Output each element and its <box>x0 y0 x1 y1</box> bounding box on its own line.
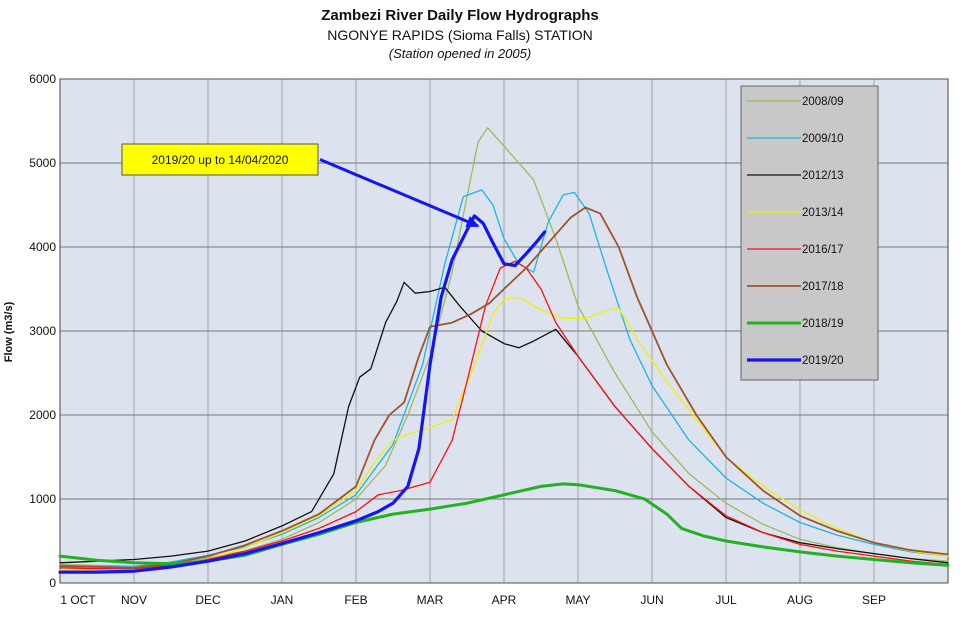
legend-label-2019-20: 2019/20 <box>802 355 844 367</box>
y-tick-label: 5000 <box>29 156 56 170</box>
y-tick-label: 1000 <box>29 492 56 506</box>
y-tick-label: 3000 <box>29 324 56 338</box>
y-axis-label: Flow (m3/s) <box>3 301 15 362</box>
legend-box <box>740 85 879 381</box>
series-line-2017-18 <box>59 206 949 569</box>
legend-label-2017-18: 2017/18 <box>802 281 844 293</box>
annotation-box <box>121 143 319 176</box>
series-group <box>58 127 950 574</box>
x-tick-label: 1 OCT <box>60 593 96 607</box>
x-tick-label: FEB <box>344 593 367 607</box>
x-tick-label: NOV <box>121 593 147 607</box>
x-tick-label: APR <box>492 593 517 607</box>
x-tick-label: JUN <box>640 593 663 607</box>
annotation-text: 2019/20 up to 14/04/2020 <box>152 153 289 167</box>
x-tick-label: JUL <box>715 593 737 607</box>
y-tick-label: 2000 <box>29 408 56 422</box>
legend: 2008/09 2009/10 2012/13 2013/14 2016/17 2017/… <box>740 85 879 381</box>
y-tick-label: 0 <box>49 576 56 590</box>
x-tick-label: SEP <box>862 593 886 607</box>
series-line-2019-20 <box>58 214 547 574</box>
annotation: 2019/20 up to 14/04/2020 <box>121 143 480 228</box>
y-tick-label: 4000 <box>29 240 56 254</box>
legend-label-2008-09: 2008/09 <box>802 96 844 108</box>
x-tick-label: DEC <box>195 593 221 607</box>
chart-title: Zambezi River Daily Flow Hydrographs <box>321 7 599 24</box>
legend-label-2016-17: 2016/17 <box>802 244 844 256</box>
legend-label-2009-10: 2009/10 <box>802 133 844 145</box>
series-line-2013-14 <box>59 296 949 572</box>
series-line-2016-17 <box>59 260 949 570</box>
x-tick-label: AUG <box>787 593 813 607</box>
x-tick-label: MAR <box>417 593 444 607</box>
x-tick-label: MAY <box>565 593 590 607</box>
legend-label-2012-13: 2012/13 <box>802 170 844 182</box>
chart-note: (Station opened in 2005) <box>388 46 532 61</box>
tick-labels: 0 1000 2000 3000 4000 5000 6000 1 OCT NOV DEC JAN F… <box>29 72 886 607</box>
legend-label-2018-19: 2018/19 <box>802 318 844 330</box>
annotation-arrow-line <box>319 158 479 228</box>
y-tick-label: 6000 <box>29 72 56 86</box>
x-tick-label: JAN <box>271 593 294 607</box>
legend-label-2013-14: 2013/14 <box>802 207 844 219</box>
annotation-arrowhead <box>465 216 480 228</box>
chart-titles: Zambezi River Daily Flow Hydrographs NGO… <box>0 6 920 62</box>
chart-subtitle: NGONYE RAPIDS (Sioma Falls) STATION <box>327 27 593 43</box>
